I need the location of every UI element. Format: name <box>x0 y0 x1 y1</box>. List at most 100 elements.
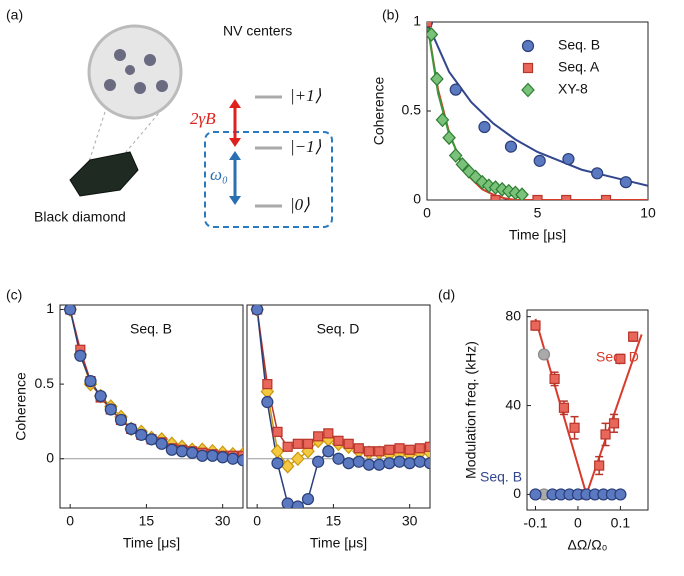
plot-area <box>250 305 430 508</box>
x-tick-label: 0 <box>574 515 582 531</box>
y-tick-label: 40 <box>505 396 521 412</box>
marker <box>261 395 274 409</box>
y-tick-label: 0 <box>46 449 54 465</box>
y-tick-label: 80 <box>505 307 521 323</box>
annotation: Seq. B <box>480 469 522 485</box>
y-axis-label: Coherence <box>371 77 387 146</box>
fit-line <box>427 22 648 187</box>
marker <box>353 443 364 454</box>
transition-label: 2γB <box>190 109 216 128</box>
marker <box>64 305 77 316</box>
arrowhead <box>229 138 241 147</box>
marker <box>394 443 405 454</box>
marker <box>280 458 295 474</box>
marker <box>291 500 304 508</box>
marker <box>104 403 117 416</box>
annotation: Seq. D <box>317 321 360 337</box>
marker <box>196 449 209 462</box>
dashed-box <box>204 131 333 228</box>
marker <box>549 373 560 384</box>
marker <box>292 438 303 449</box>
x-tick-label: 30 <box>402 513 418 529</box>
y-tick-label: 0.5 <box>402 102 422 118</box>
legend-label: Seq. B <box>558 37 600 53</box>
marker <box>282 441 293 452</box>
marker <box>145 433 158 446</box>
marker <box>393 455 406 468</box>
chart: (c) 0 15 30 0 0.5 1 Time [μs] Coherence Seq. B <box>6 287 244 551</box>
marker <box>608 418 620 429</box>
panel-label: (b) <box>382 7 399 23</box>
y-tick-label: 0 <box>413 191 421 207</box>
marker <box>435 112 450 128</box>
marker <box>383 457 396 470</box>
x-tick-label: 15 <box>326 513 342 529</box>
marker <box>313 431 324 442</box>
marker <box>301 492 315 506</box>
marker <box>262 379 273 390</box>
marker <box>569 422 580 433</box>
marker <box>413 455 426 468</box>
marker <box>165 443 178 456</box>
marker <box>478 120 491 134</box>
x-tick-label: 0 <box>423 205 431 221</box>
plot-area <box>529 318 643 501</box>
marker <box>424 441 430 452</box>
marker <box>94 389 107 403</box>
x-axis-label: Time [μs] <box>509 227 566 243</box>
x-axis-label: Time [μs] <box>123 535 180 551</box>
marker <box>490 194 501 200</box>
marker <box>562 152 575 166</box>
marker <box>216 451 229 464</box>
x-tick-label: 30 <box>215 513 231 529</box>
legend-label: Seq. A <box>558 59 600 75</box>
marker <box>343 438 354 449</box>
marker <box>186 446 199 459</box>
legend-marker <box>521 82 535 98</box>
diamond-sample <box>69 151 139 197</box>
marker <box>427 27 439 42</box>
diagram-caption: Black diamond <box>34 209 126 225</box>
marker <box>591 167 604 180</box>
chart: (b) 0 5 10 0 0.5 1 Time [μs] Coherence Seq. B Seq.… <box>371 7 656 243</box>
annotation: Seq. B <box>130 321 172 337</box>
x-tick-label: 0.1 <box>611 515 631 531</box>
panel-label: (c) <box>6 287 22 303</box>
marker <box>302 438 314 449</box>
marker <box>558 402 570 413</box>
marker <box>332 452 345 465</box>
marker <box>74 349 87 362</box>
marker <box>373 458 386 471</box>
level-label: |−1⟩ <box>290 137 322 156</box>
marker <box>352 455 365 468</box>
plot-area <box>63 305 243 467</box>
marker <box>270 443 285 459</box>
marker <box>449 83 462 96</box>
panel-label: (a) <box>6 7 23 23</box>
marker <box>84 375 97 388</box>
marker <box>594 460 605 471</box>
marker <box>155 437 168 450</box>
fit-line <box>427 22 648 200</box>
marker <box>362 458 376 471</box>
marker <box>537 348 551 361</box>
arrowhead <box>229 196 241 205</box>
arrowhead <box>229 99 241 108</box>
marker <box>600 194 612 200</box>
marker <box>384 444 395 455</box>
x-tick-label: 0 <box>66 513 74 529</box>
plot-frame <box>426 21 649 201</box>
marker <box>342 457 355 470</box>
chart: 0 15 30 Time [μs] Seq. D <box>246 304 431 551</box>
x-tick-label: 0 <box>253 513 261 529</box>
transition-label: ω₀ <box>210 165 228 184</box>
marker <box>114 413 128 427</box>
x-tick-label: -0.1 <box>523 515 547 531</box>
panel-label: (d) <box>438 287 455 303</box>
level-label: |0⟩ <box>290 195 310 214</box>
y-tick-label: 0.5 <box>35 375 55 391</box>
marker <box>414 443 425 454</box>
atoms <box>104 49 168 94</box>
marker <box>529 488 542 501</box>
